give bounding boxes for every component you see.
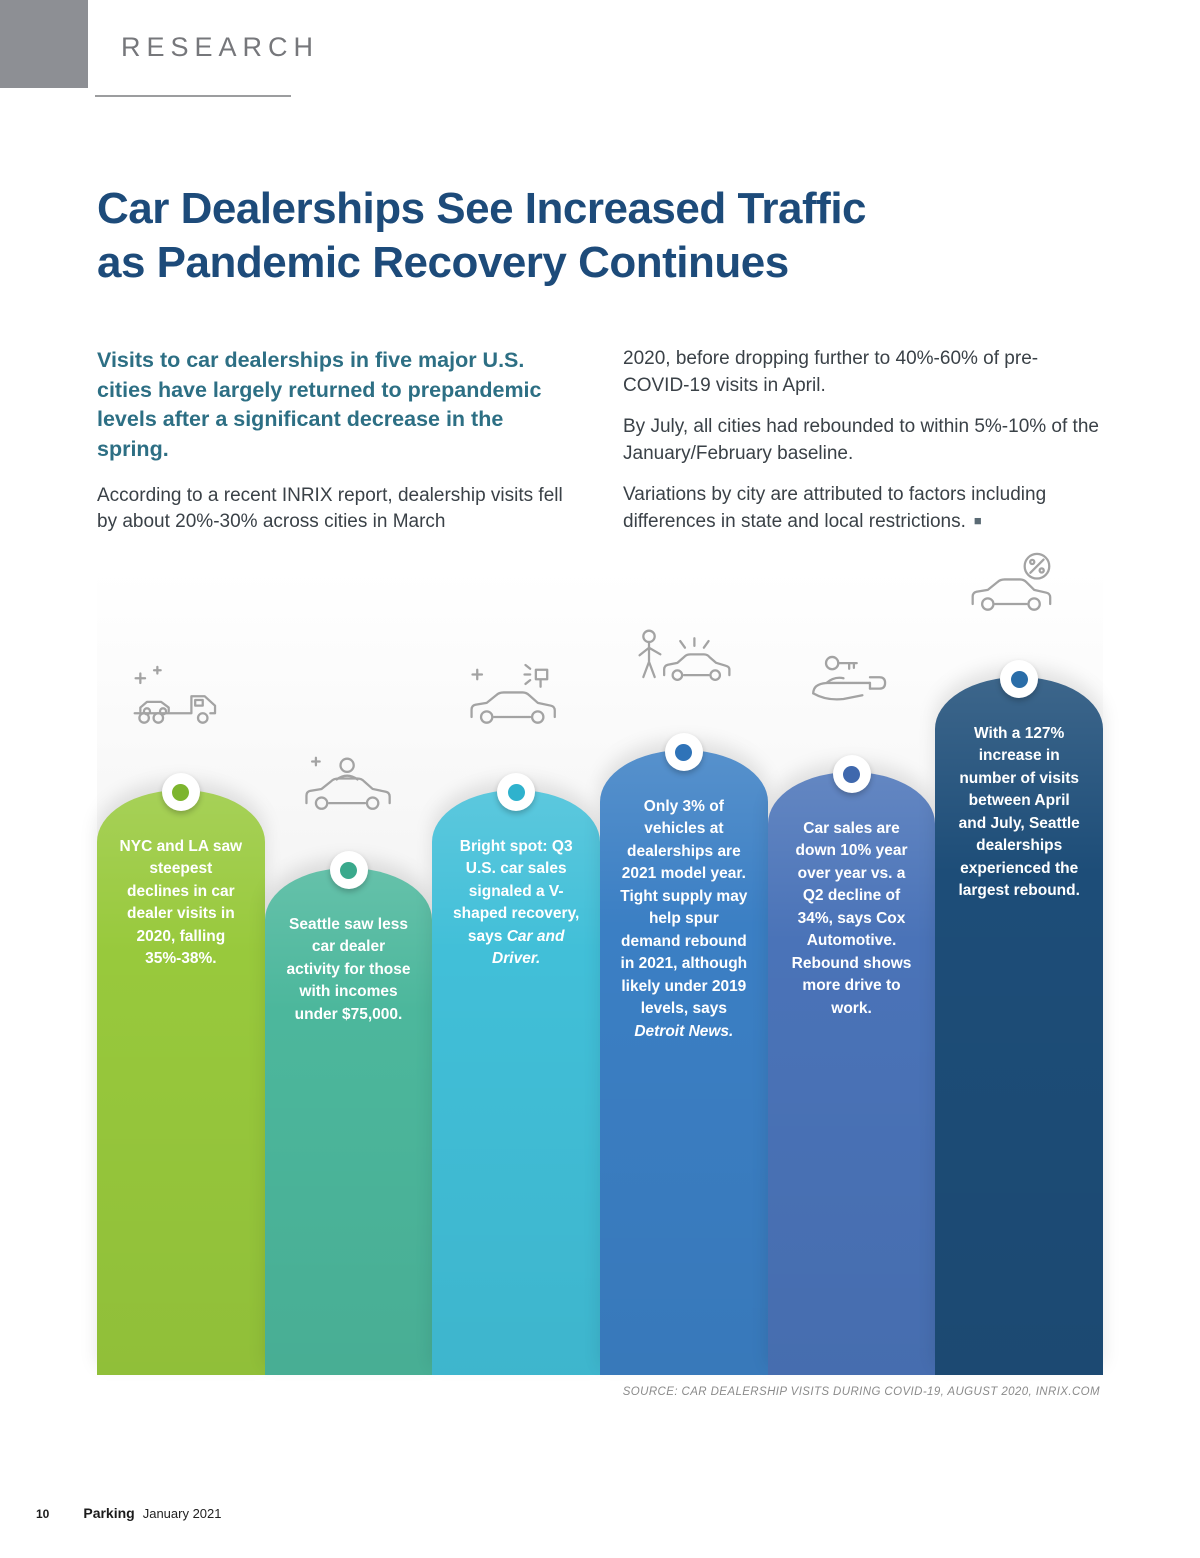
hand-with-key-icon xyxy=(800,642,904,722)
car-discount-icon xyxy=(967,547,1071,627)
column-marker xyxy=(664,733,703,771)
column-marker-dot xyxy=(675,743,693,761)
infographic-column: Bright spot: Q3 U.S. car sales signaled … xyxy=(432,570,601,1375)
infographic-column: NYC and LA saw steepest declines in car … xyxy=(97,570,265,1375)
column-text: Car sales are down 10% year over year vs… xyxy=(791,820,912,1017)
issue-date: January 2021 xyxy=(142,1506,222,1521)
source-credit: SOURCE: CAR DEALERSHIP VISITS DURING COV… xyxy=(622,1386,1100,1398)
infographic: NYC and LA saw steepest declines in car … xyxy=(97,552,1104,1375)
infographic-column: Seattle saw less car dealer activity for… xyxy=(264,570,433,1375)
column-bar: Bright spot: Q3 U.S. car sales signaled … xyxy=(432,773,601,1375)
column-marker xyxy=(161,773,200,811)
column-text: Bright spot: Q3 U.S. car sales signaled … xyxy=(452,838,580,968)
column-marker-dot xyxy=(172,783,190,801)
column-marker xyxy=(1000,660,1039,698)
kicker-rule xyxy=(95,95,291,97)
column-bar: NYC and LA saw steepest declines in car … xyxy=(97,773,265,1375)
column-marker xyxy=(329,851,368,889)
intro-paragraph-right-1: 2020, before dropping further to 40%-60%… xyxy=(623,348,1039,396)
column-marker-dot xyxy=(507,783,525,801)
intro-columns: Visits to car dealerships in five major … xyxy=(97,346,1103,551)
article-end-mark: ■ xyxy=(973,512,982,528)
column-marker-dot xyxy=(340,861,357,879)
page-number: 10 xyxy=(36,1507,50,1521)
column-marker-dot xyxy=(1010,670,1028,688)
salesperson-with-car-icon xyxy=(297,748,401,828)
column-marker xyxy=(832,755,871,793)
infographic-column: With a 127% increase in number of visits… xyxy=(935,552,1104,1375)
page-title-line2: as Pandemic Recovery Continues xyxy=(97,237,789,287)
column-bar: Car sales are down 10% year over year vs… xyxy=(767,755,936,1375)
column-text: With a 127% increase in number of visits… xyxy=(958,725,1080,900)
intro-left-column: Visits to car dealerships in five major … xyxy=(97,346,577,551)
car-detailing-icon xyxy=(464,660,568,740)
intro-right-column: 2020, before dropping further to 40%-60%… xyxy=(623,346,1103,551)
section-kicker: RESEARCH xyxy=(121,32,320,62)
column-text: NYC and LA saw steepest declines in car … xyxy=(119,838,243,968)
column-text: Only 3% of vehicles at dealerships are 2… xyxy=(620,798,748,1040)
column-bar: Only 3% of vehicles at dealerships are 2… xyxy=(600,733,768,1375)
intro-paragraph-right-3: Variations by city are attributed to fac… xyxy=(623,484,1047,532)
column-marker xyxy=(497,773,536,811)
page-footer: 10 Parking January 2021 xyxy=(36,1505,222,1521)
infographic-column: Car sales are down 10% year over year vs… xyxy=(767,570,936,1375)
column-marker-dot xyxy=(843,765,861,783)
column-bar: Seattle saw less car dealer activity for… xyxy=(264,851,433,1375)
corner-square xyxy=(0,0,88,88)
intro-lede: Visits to car dealerships in five major … xyxy=(97,348,542,461)
intro-paragraph-left: According to a recent INRIX report, deal… xyxy=(97,484,563,533)
magazine-name: Parking xyxy=(83,1505,135,1521)
page-title-line1: Car Dealerships See Increased Traffic xyxy=(97,184,867,233)
column-bar: With a 127% increase in number of visits… xyxy=(935,660,1104,1375)
column-text: Seattle saw less car dealer activity for… xyxy=(286,916,411,1023)
page-title: Car Dealerships See Increased Traffic as… xyxy=(97,182,867,289)
customer-with-car-icon xyxy=(632,620,736,700)
car-carrier-truck-icon xyxy=(129,660,233,740)
intro-paragraph-right-2: By July, all cities had rebounded to wit… xyxy=(623,416,1099,464)
infographic-column: Only 3% of vehicles at dealerships are 2… xyxy=(600,570,768,1375)
